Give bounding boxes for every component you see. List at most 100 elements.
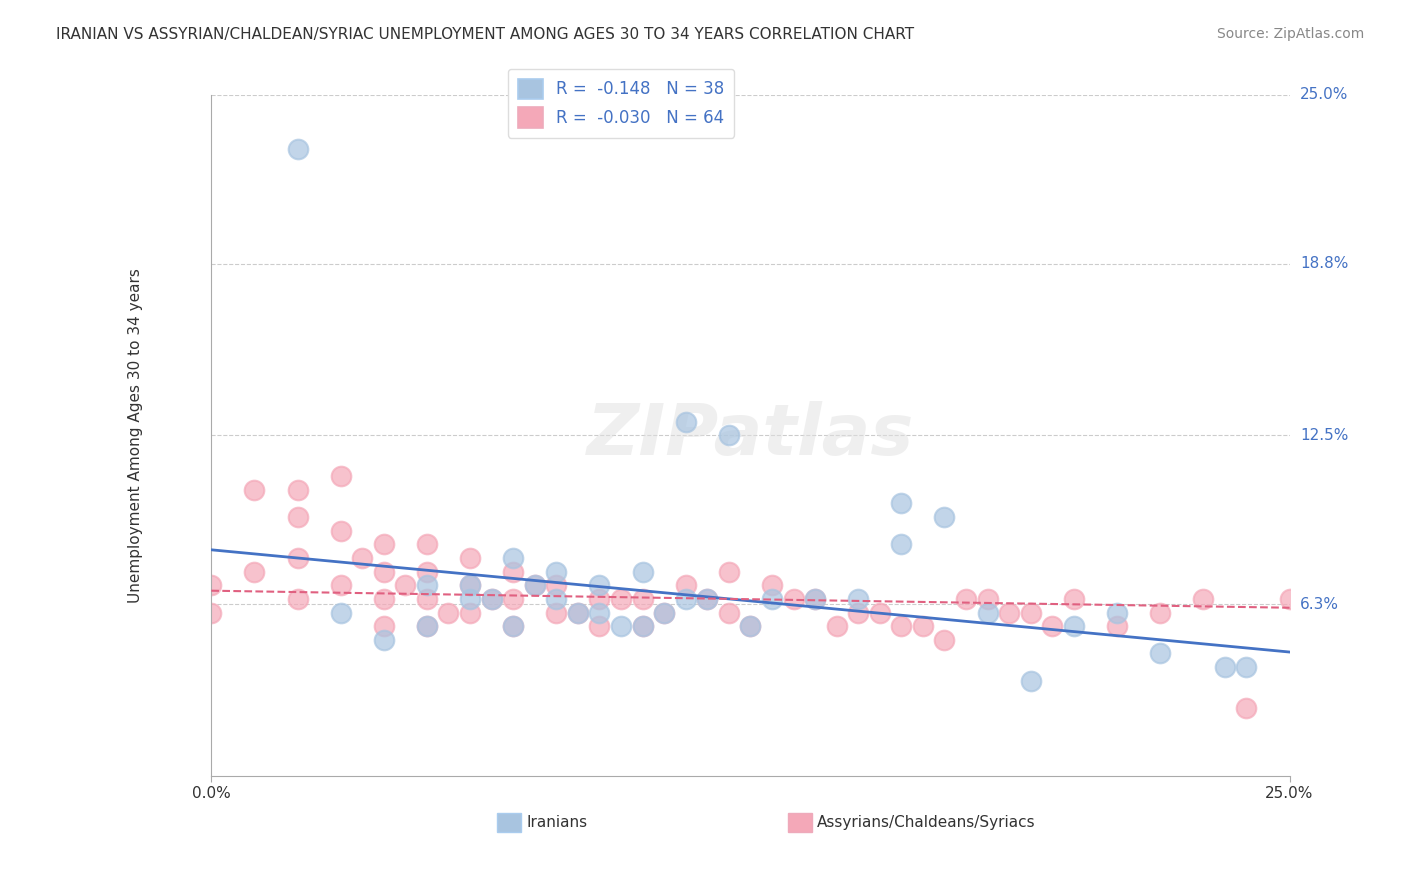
Text: IRANIAN VS ASSYRIAN/CHALDEAN/SYRIAC UNEMPLOYMENT AMONG AGES 30 TO 34 YEARS CORRE: IRANIAN VS ASSYRIAN/CHALDEAN/SYRIAC UNEM… <box>56 27 914 42</box>
FancyBboxPatch shape <box>496 813 520 832</box>
Point <box>329 469 352 483</box>
Point <box>502 591 524 606</box>
Text: Unemployment Among Ages 30 to 34 years: Unemployment Among Ages 30 to 34 years <box>128 268 143 603</box>
Text: Source: ZipAtlas.com: Source: ZipAtlas.com <box>1216 27 1364 41</box>
Point <box>998 606 1021 620</box>
Point <box>502 619 524 633</box>
Point <box>567 606 589 620</box>
Point <box>416 619 439 633</box>
Point <box>523 578 546 592</box>
Point <box>200 606 222 620</box>
Point <box>287 551 309 566</box>
Point <box>502 619 524 633</box>
FancyBboxPatch shape <box>789 813 811 832</box>
Point <box>394 578 416 592</box>
Point <box>502 551 524 566</box>
Point <box>567 606 589 620</box>
Text: Assyrians/Chaldeans/Syriacs: Assyrians/Chaldeans/Syriacs <box>817 815 1036 830</box>
Point <box>652 606 675 620</box>
Point <box>740 619 762 633</box>
Point <box>481 591 503 606</box>
Point <box>1063 591 1085 606</box>
Point <box>437 606 460 620</box>
Point <box>631 591 654 606</box>
Point <box>243 565 266 579</box>
Point <box>1040 619 1063 633</box>
Text: 25.0%: 25.0% <box>1301 87 1348 102</box>
Point <box>287 510 309 524</box>
Point <box>546 565 568 579</box>
Point <box>1149 606 1171 620</box>
Point <box>782 591 804 606</box>
Point <box>458 591 481 606</box>
Point <box>1234 660 1257 674</box>
Point <box>481 591 503 606</box>
Point <box>976 591 998 606</box>
Point <box>416 565 439 579</box>
Point <box>717 606 740 620</box>
Point <box>934 632 956 647</box>
Point <box>890 496 912 510</box>
Text: 18.8%: 18.8% <box>1301 256 1348 271</box>
Point <box>1019 606 1042 620</box>
Point <box>846 591 869 606</box>
Point <box>1213 660 1236 674</box>
Point <box>546 606 568 620</box>
Point <box>1105 619 1128 633</box>
Point <box>1063 619 1085 633</box>
Point <box>588 619 610 633</box>
Point <box>1105 606 1128 620</box>
Point <box>740 619 762 633</box>
Point <box>373 565 395 579</box>
Point <box>631 619 654 633</box>
Point <box>546 578 568 592</box>
Point <box>610 619 633 633</box>
Point <box>458 578 481 592</box>
Point <box>911 619 934 633</box>
Point <box>588 591 610 606</box>
Point <box>329 524 352 538</box>
Point <box>804 591 827 606</box>
Point <box>696 591 718 606</box>
Point <box>1278 591 1301 606</box>
Point <box>243 483 266 497</box>
Point <box>631 565 654 579</box>
Point <box>373 537 395 551</box>
Point <box>976 606 998 620</box>
Point <box>1149 647 1171 661</box>
Point <box>200 578 222 592</box>
Point <box>588 578 610 592</box>
Point <box>416 619 439 633</box>
Text: Iranians: Iranians <box>526 815 588 830</box>
Point <box>761 578 783 592</box>
Point <box>352 551 374 566</box>
Point <box>804 591 827 606</box>
Point <box>546 591 568 606</box>
Point <box>890 537 912 551</box>
Point <box>373 632 395 647</box>
Point <box>717 565 740 579</box>
Point <box>825 619 848 633</box>
Point <box>458 578 481 592</box>
Point <box>890 619 912 633</box>
Point <box>329 578 352 592</box>
Point <box>373 591 395 606</box>
Point <box>416 578 439 592</box>
Point <box>416 591 439 606</box>
Point <box>458 551 481 566</box>
Point <box>696 591 718 606</box>
Point <box>329 606 352 620</box>
Point <box>631 619 654 633</box>
Point <box>652 606 675 620</box>
Point <box>287 483 309 497</box>
Point <box>717 428 740 442</box>
Text: 6.3%: 6.3% <box>1301 597 1340 612</box>
Point <box>846 606 869 620</box>
Point <box>523 578 546 592</box>
Point <box>675 578 697 592</box>
Point <box>1019 673 1042 688</box>
Point <box>588 606 610 620</box>
Point <box>610 591 633 606</box>
Point <box>761 591 783 606</box>
Point <box>416 537 439 551</box>
